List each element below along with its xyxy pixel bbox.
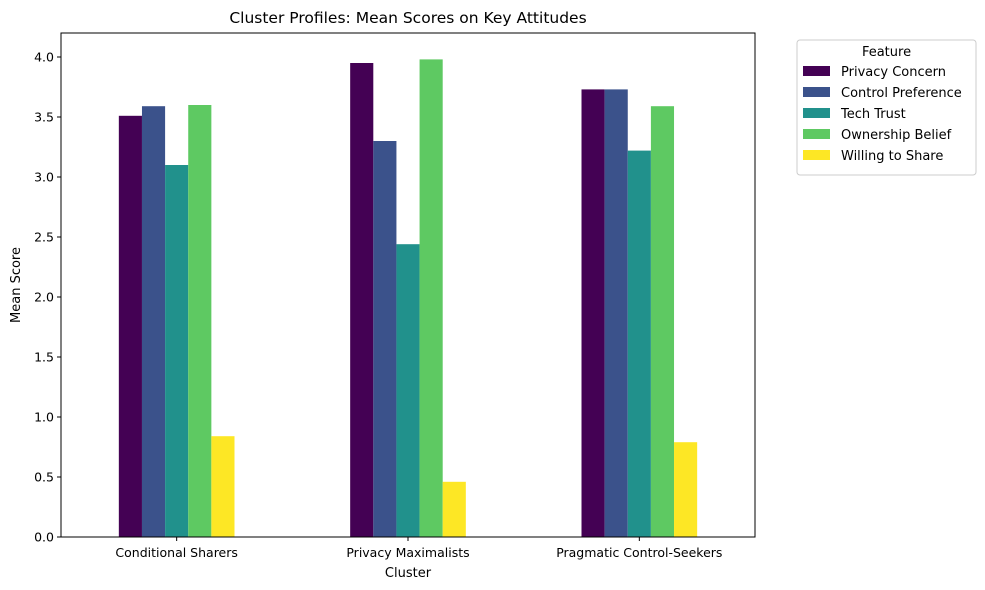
- bar-privacy-concern-2: [350, 63, 374, 537]
- bar-willing-to-share-3: [674, 442, 698, 537]
- bar-control-preference-3: [604, 89, 628, 538]
- legend-entry-label: Willing to Share: [841, 149, 943, 164]
- y-tick-label: 4.0: [34, 50, 54, 65]
- bar-tech-trust-2: [396, 244, 420, 537]
- bar-ownership-belief-1: [188, 105, 212, 537]
- legend-entry-label: Tech Trust: [840, 107, 906, 122]
- y-tick-label: 2.5: [34, 230, 54, 245]
- legend-box: [796, 39, 977, 176]
- x-tick-label: Privacy Maximalists: [346, 545, 469, 560]
- y-tick-label: 1.0: [34, 410, 54, 425]
- bar-tech-trust-3: [627, 150, 651, 537]
- legend-swatch: [803, 108, 830, 118]
- legend-title: Feature: [862, 45, 911, 60]
- y-tick-label: 1.5: [34, 350, 54, 365]
- legend: Feature Privacy Concern Control Preference…: [796, 39, 977, 176]
- y-tick-label: 0.0: [34, 530, 54, 545]
- y-axis-label: Mean Score: [9, 247, 24, 323]
- legend-swatch: [803, 150, 830, 160]
- bar-privacy-concern-1: [118, 115, 142, 538]
- y-tick-label: 3.0: [34, 170, 54, 185]
- legend-swatch: [803, 129, 830, 139]
- bar-ownership-belief-2: [419, 59, 443, 538]
- x-tick-label: Pragmatic Control-Seekers: [556, 545, 722, 560]
- bar-willing-to-share-2: [442, 481, 466, 537]
- legend-entry-label: Privacy Concern: [841, 65, 946, 80]
- bar-willing-to-share-1: [211, 436, 235, 537]
- bar-control-preference-2: [373, 141, 397, 537]
- x-axis-label: Cluster: [385, 566, 432, 581]
- legend-entry-label: Ownership Belief: [841, 128, 952, 143]
- bar-privacy-concern-3: [581, 89, 605, 538]
- y-tick-label: 2.0: [34, 290, 54, 305]
- plot-area: 0.0 0.5 1.0 1.5 2.0 2.5 3.0 3.5 4.0 Conditional S…: [34, 32, 756, 560]
- x-tick-label: Conditional Sharers: [115, 545, 237, 560]
- y-tick-label: 0.5: [34, 470, 54, 485]
- chart-title: Cluster Profiles: Mean Scores on Key Att…: [229, 9, 586, 27]
- legend-swatch: [803, 66, 830, 76]
- bar-tech-trust-1: [165, 165, 189, 537]
- bar-ownership-belief-3: [650, 106, 675, 537]
- bar-control-preference-1: [141, 106, 166, 537]
- y-tick-label: 3.5: [34, 110, 54, 125]
- legend-entry-label: Control Preference: [841, 86, 962, 101]
- legend-swatch: [803, 87, 830, 97]
